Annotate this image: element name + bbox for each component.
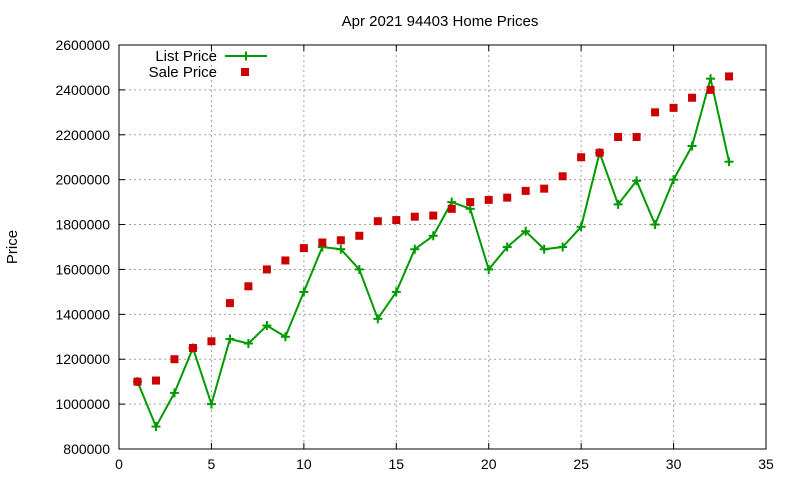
y-tick-label: 2200000 — [55, 127, 110, 143]
sale-price-point — [466, 198, 475, 207]
list-price-point — [539, 244, 549, 254]
sale-price-point — [392, 216, 401, 225]
sale-price-point — [299, 244, 308, 253]
sale-price-point — [262, 265, 271, 274]
sale-price-point — [281, 256, 290, 265]
list-price-point — [262, 321, 272, 331]
y-tick-label: 1800000 — [55, 217, 110, 233]
list-price-point — [169, 388, 179, 398]
x-tick-label: 25 — [573, 456, 589, 472]
x-tick-label: 20 — [481, 456, 497, 472]
sale-price-point — [447, 204, 456, 213]
list-price-point — [502, 242, 512, 252]
sale-price-point — [188, 344, 197, 352]
y-tick-label: 1600000 — [55, 261, 110, 277]
list-price-point — [243, 339, 253, 349]
list-price-point — [428, 231, 438, 241]
x-tick-label: 0 — [115, 456, 123, 472]
sale-price-point — [170, 355, 179, 364]
sale-price-point — [521, 186, 530, 195]
list-price-point — [410, 244, 420, 254]
list-price-point — [206, 399, 216, 409]
axes: 0 5 10 15 20 25 30 35 800000 1000000 1200000 140000… — [55, 37, 774, 472]
x-tick-label: 10 — [296, 456, 312, 472]
legend-label: List Price — [155, 48, 217, 65]
x-tick-label: 5 — [208, 456, 216, 472]
list-price-point — [484, 264, 494, 274]
sale-price-point — [503, 193, 512, 202]
y-tick-label: 800000 — [63, 441, 110, 457]
list-price-point — [225, 334, 235, 344]
sale-price-point — [632, 133, 641, 142]
sale-price-point — [540, 184, 549, 193]
list-price-point — [613, 199, 623, 209]
sale-price-point — [318, 238, 327, 247]
y-tick-label: 1200000 — [55, 351, 110, 367]
sale-price-point — [651, 108, 660, 117]
list-price-point — [724, 157, 734, 167]
y-axis-label: Price — [4, 230, 21, 264]
legend-item-list-price: List Price — [155, 48, 267, 65]
list-price-point — [336, 244, 346, 254]
list-price-point — [373, 314, 383, 324]
legend-swatch-marker — [241, 68, 249, 76]
list-price-point — [706, 74, 716, 84]
sale-price-point — [133, 377, 142, 386]
list-price-point — [151, 422, 161, 432]
sale-price-point — [558, 172, 567, 181]
sale-price-point — [225, 299, 234, 308]
sale-price-point — [151, 376, 160, 385]
x-tick-label: 15 — [388, 456, 404, 472]
sale-price-point — [336, 236, 345, 245]
list-price-point — [280, 332, 290, 342]
sale-price-point — [410, 212, 419, 221]
x-tick-label: 30 — [666, 456, 682, 472]
list-price-point — [687, 141, 697, 151]
list-price-point — [558, 242, 568, 252]
legend-item-sale-price: Sale Price — [149, 64, 249, 81]
sale-price-point — [429, 211, 438, 220]
legend-swatch-marker — [241, 51, 251, 61]
sale-price-point — [484, 195, 493, 204]
chart-title: Apr 2021 94403 Home Prices — [342, 13, 539, 30]
y-tick-label: 1000000 — [55, 396, 110, 412]
list-price-line — [136, 77, 731, 428]
sale-price-point — [706, 85, 715, 94]
y-tick-label: 2400000 — [55, 82, 110, 98]
y-tick-label: 2600000 — [55, 37, 110, 53]
y-tick-label: 2000000 — [55, 172, 110, 188]
list-price-point — [632, 176, 642, 186]
list-price-point — [299, 287, 309, 297]
sale-price-series — [133, 72, 734, 386]
y-tick-label: 1400000 — [55, 306, 110, 322]
legend-label: Sale Price — [149, 64, 217, 81]
list-price-point — [354, 264, 364, 274]
list-price-point — [391, 287, 401, 297]
list-price-point — [669, 175, 679, 185]
list-price-point — [650, 220, 660, 230]
sale-price-point — [614, 133, 623, 142]
sale-price-point — [595, 148, 604, 157]
data-series — [132, 72, 734, 432]
sale-price-point — [725, 72, 734, 81]
sale-price-point — [373, 217, 382, 226]
list-price-series — [132, 74, 734, 432]
list-price-point — [576, 222, 586, 232]
list-price-point — [521, 226, 531, 236]
sale-price-point — [244, 282, 253, 291]
sale-price-point — [688, 93, 697, 102]
sale-price-point — [207, 337, 216, 346]
x-tick-label: 35 — [758, 456, 774, 472]
plot-frame — [118, 44, 767, 450]
sale-price-point — [355, 231, 364, 240]
sale-price-point — [669, 103, 678, 112]
sale-price-point — [577, 153, 586, 162]
